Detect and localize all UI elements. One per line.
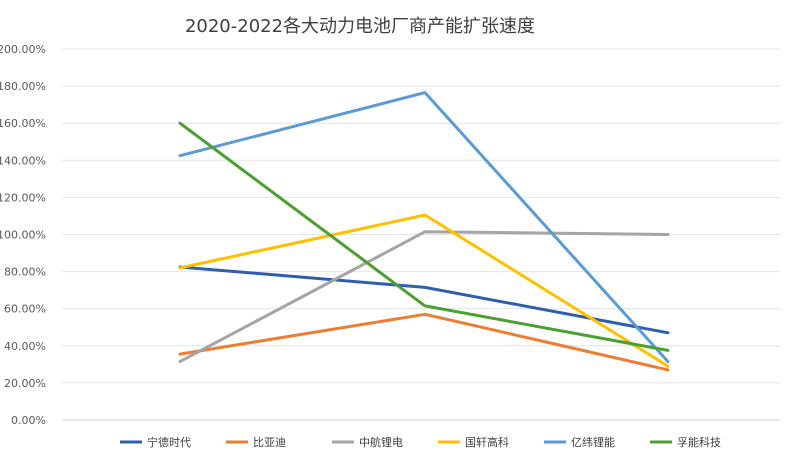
legend-label: 亿纬锂能 [571, 435, 615, 449]
y-tick-label: 180.00% [0, 80, 46, 93]
series-line-5 [178, 91, 670, 364]
y-tick-label: 160.00% [0, 117, 46, 130]
legend-item-6: 孚能科技 [650, 435, 721, 449]
legend-label: 中航锂电 [359, 435, 403, 449]
legend-label: 比亚迪 [253, 436, 286, 449]
legend-item-5: 亿纬锂能 [544, 435, 615, 449]
legend-item-4: 国轩高科 [438, 435, 509, 449]
series-lines [178, 91, 670, 372]
y-tick-label: 80.00% [4, 266, 46, 279]
legend: 宁德时代 比亚迪 中航锂电 国轩高科 亿纬锂能 孚能科技 [120, 435, 721, 449]
legend-item-2: 比亚迪 [226, 436, 286, 449]
y-tick-label: 20.00% [4, 377, 46, 390]
series-line-4 [178, 213, 670, 368]
y-tick-label: 0.00% [11, 414, 46, 427]
y-tick-label: 40.00% [4, 340, 46, 353]
y-tick-label: 140.00% [0, 154, 46, 167]
legend-item-3: 中航锂电 [332, 435, 403, 449]
legend-label: 国轩高科 [465, 435, 509, 449]
y-tick-label: 200.00% [0, 43, 46, 56]
series-line-6 [178, 121, 670, 352]
y-axis-ticks: 0.00% 20.00% 40.00% 60.00% 80.00% 100.00% 120.… [0, 43, 46, 427]
y-tick-label: 120.00% [0, 191, 46, 204]
y-tick-label: 100.00% [0, 229, 46, 242]
legend-item-1: 宁德时代 [120, 435, 191, 449]
chart-title: 2020-2022各大动力电池厂商产能扩张速度 [185, 16, 535, 37]
y-tick-label: 60.00% [4, 303, 46, 316]
series-line-2 [178, 312, 670, 372]
legend-label: 孚能科技 [677, 435, 721, 449]
series-line-3 [178, 230, 670, 364]
legend-label: 宁德时代 [147, 435, 191, 449]
series-line-1 [178, 265, 670, 335]
